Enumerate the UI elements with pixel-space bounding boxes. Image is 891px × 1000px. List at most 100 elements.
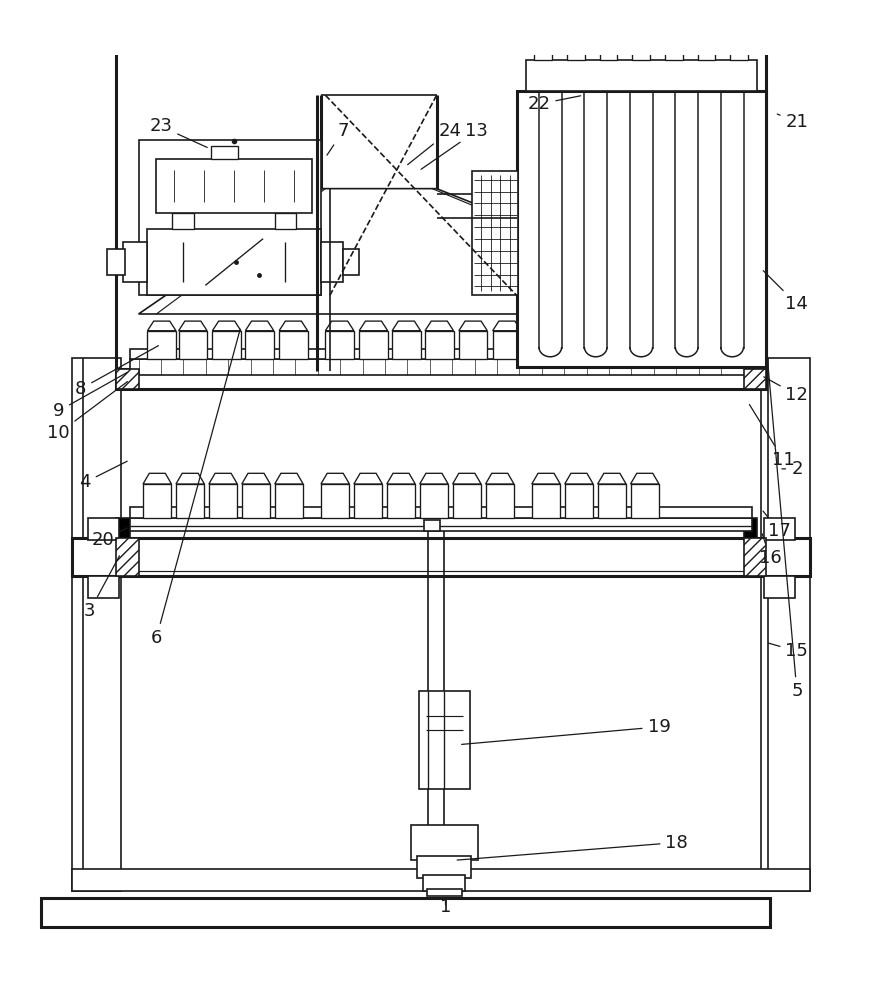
Bar [665,44,683,60]
Bar [598,484,626,518]
Text: 11: 11 [749,405,795,469]
Bar [117,538,139,576]
Polygon shape [539,321,568,331]
Bar [279,331,307,359]
Text: 19: 19 [462,718,670,744]
Bar [359,331,388,359]
Bar [130,507,752,518]
Bar [176,484,204,518]
Bar [764,518,795,540]
Polygon shape [573,321,601,331]
Bar [425,331,454,359]
Text: 15: 15 [768,642,808,660]
Bar [325,331,354,359]
Polygon shape [178,321,207,331]
Bar [573,331,601,359]
Polygon shape [241,473,270,484]
Bar [526,60,756,91]
Bar [419,691,470,789]
Bar [321,484,349,518]
Text: 3: 3 [84,556,119,620]
Bar [387,484,415,518]
Polygon shape [631,473,659,484]
Polygon shape [139,189,752,314]
Bar [417,856,471,878]
Bar [427,889,462,896]
Text: 21: 21 [777,113,808,131]
Bar [472,171,519,295]
Polygon shape [392,321,421,331]
Bar [117,369,765,389]
Bar [157,159,312,213]
Text: 5: 5 [766,343,803,700]
Text: 24: 24 [408,122,462,165]
Bar [148,331,176,359]
Bar [743,369,765,389]
Polygon shape [420,473,448,484]
Bar [392,331,421,359]
Bar [88,518,119,540]
Bar [532,484,560,518]
Bar [603,33,614,44]
Bar [423,875,465,891]
Bar [761,358,810,891]
Bar [606,331,634,359]
Bar [517,91,765,367]
Polygon shape [208,473,237,484]
Polygon shape [274,473,303,484]
Bar [72,869,810,891]
Bar [123,242,148,282]
Text: 22: 22 [527,95,581,113]
Text: 20: 20 [92,528,127,549]
Bar [640,331,668,359]
Bar [241,484,270,518]
Bar [72,538,810,576]
Bar [321,242,343,282]
Bar [570,33,581,44]
Text: 18: 18 [457,834,688,860]
Bar [130,349,752,359]
Bar [117,369,139,389]
Polygon shape [279,321,307,331]
Bar [108,249,126,275]
Bar [539,331,568,359]
Bar [631,484,659,518]
Bar [411,825,478,860]
Bar [600,44,617,60]
Polygon shape [359,321,388,331]
Bar [743,538,765,576]
Polygon shape [459,321,487,331]
Bar [72,358,121,891]
Polygon shape [486,473,514,484]
Polygon shape [453,473,481,484]
Polygon shape [532,473,560,484]
Text: 14: 14 [764,271,808,313]
Text: 23: 23 [150,117,208,147]
Bar [41,898,770,927]
Polygon shape [325,321,354,331]
Text: 8: 8 [75,346,159,398]
Polygon shape [598,473,626,484]
Text: 9: 9 [53,372,127,420]
Bar [88,576,119,598]
Bar [565,484,593,518]
Bar [343,249,359,275]
Bar [633,44,650,60]
Bar [130,359,752,375]
Polygon shape [493,321,521,331]
Text: 4: 4 [79,461,127,491]
Bar [731,44,748,60]
Bar [459,331,487,359]
Bar [538,33,549,44]
Bar [764,576,795,598]
Bar [486,484,514,518]
Bar [424,520,440,531]
Bar [567,44,584,60]
Bar [453,484,481,518]
Polygon shape [387,473,415,484]
Bar [274,484,303,518]
Polygon shape [606,321,634,331]
Polygon shape [640,321,668,331]
Polygon shape [176,473,204,484]
Bar [698,44,715,60]
